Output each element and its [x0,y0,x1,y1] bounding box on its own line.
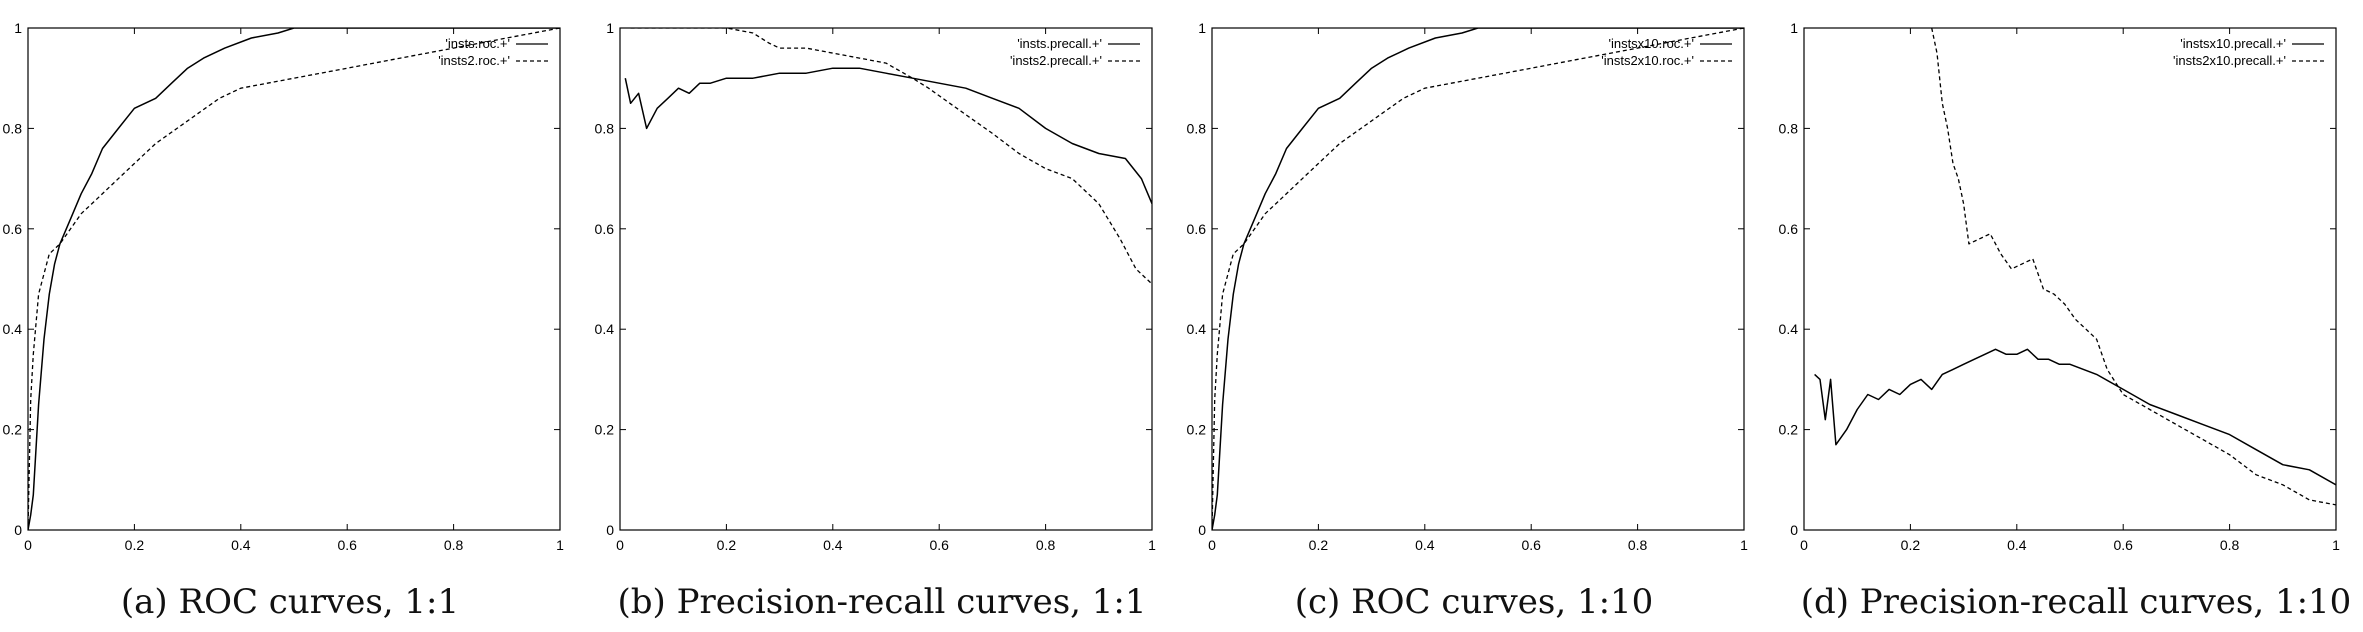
x-tick-label: 0.2 [1309,537,1329,553]
y-tick-label: 0.8 [1187,120,1207,136]
x-tick-label: 0 [616,537,624,553]
legend-label: 'insts.roc.+' [445,36,510,51]
plot-frame [1211,27,1745,531]
y-tick-label: 0.4 [1187,321,1207,337]
series-line-dashed [630,28,1152,285]
y-tick-label: 0.2 [595,422,615,438]
legend-label: 'insts2x10.precall.+' [2173,53,2286,68]
caption-c: (c) ROC curves, 1:10 [1294,582,1654,622]
y-tick-label: 1 [1198,20,1206,36]
y-tick-label: 0 [1198,522,1206,538]
y-tick-label: 0.8 [595,120,615,136]
x-tick-label: 0.4 [231,537,251,553]
x-tick-label: 1 [2332,537,2340,553]
legend-label: 'insts.precall.+' [1017,36,1102,51]
chart-panel-a-roc-1-1: 0 0.2 0.4 0.6 0.8 1 0 0.2 0.4 0.6 0.8 1 'insts.roc.+… [3,20,565,553]
legend-label: 'insts2x10.roc.+' [1601,53,1694,68]
y-tick-label: 0.6 [1187,221,1207,237]
legend-label: 'instsx10.roc.+' [1608,36,1694,51]
x-tick-label: 0 [24,537,32,553]
plot-frame [27,27,561,531]
plot-frame [619,27,1153,531]
y-tick-label: 0.8 [3,120,23,136]
series-line-dashed [28,28,560,530]
x-tick-label: 0.6 [1521,537,1541,553]
x-tick-label: 0.6 [2113,537,2133,553]
x-tick-label: 0.2 [717,537,737,553]
series-line-dashed [1212,28,1744,530]
x-tick-label: 0 [1208,537,1216,553]
x-tick-label: 0.8 [1628,537,1648,553]
caption-b: (b) Precision-recall curves, 1:1 [617,582,1147,622]
x-tick-label: 0.6 [337,537,357,553]
y-tick-label: 1 [14,20,22,36]
x-tick-label: 1 [1740,537,1748,553]
x-tick-label: 0.6 [929,537,949,553]
x-tick-label: 0.4 [2007,537,2027,553]
caption-a: (a) ROC curves, 1:1 [120,582,460,622]
y-tick-label: 0.4 [595,321,615,337]
y-tick-label: 0 [606,522,614,538]
x-tick-label: 0 [1800,537,1808,553]
series-line-dashed [1931,28,2336,506]
x-tick-label: 0.2 [125,537,145,553]
caption-d: (d) Precision-recall curves, 1:10 [1800,582,2352,622]
x-tick-label: 1 [1148,537,1156,553]
x-tick-label: 1 [556,537,564,553]
chart-panel-d-precall-1-10: 0 0.2 0.4 0.6 0.8 1 0 0.2 0.4 0.6 0.8 1 'instsx10.pr… [1779,20,2341,553]
x-tick-label: 0.8 [444,537,464,553]
y-tick-label: 1 [1790,20,1798,36]
y-tick-label: 0 [14,522,22,538]
y-tick-label: 0.2 [1187,422,1207,438]
legend-label: 'insts2.precall.+' [1010,53,1102,68]
legend-label: 'instsx10.precall.+' [2180,36,2286,51]
x-tick-label: 0.4 [1415,537,1435,553]
x-tick-label: 0.8 [1036,537,1056,553]
x-tick-label: 0.2 [1901,537,1921,553]
x-tick-label: 0.8 [2220,537,2240,553]
y-tick-label: 0.2 [3,422,23,438]
y-tick-label: 0 [1790,522,1798,538]
x-tick-label: 0.4 [823,537,843,553]
y-tick-label: 0.8 [1779,120,1799,136]
series-line-solid [1814,348,2336,486]
y-tick-label: 0.4 [1779,321,1799,337]
y-tick-label: 0.2 [1779,422,1799,438]
plot-frame [1803,27,2337,531]
y-tick-label: 0.6 [3,221,23,237]
legend-label: 'insts2.roc.+' [438,53,510,68]
y-tick-label: 0.6 [1779,221,1799,237]
series-line-solid [624,67,1152,204]
y-tick-label: 1 [606,20,614,36]
y-tick-label: 0.6 [595,221,615,237]
chart-panel-c-roc-1-10: 0 0.2 0.4 0.6 0.8 1 0 0.2 0.4 0.6 0.8 1 'instsx10.ro… [1187,20,1749,553]
series-line-solid [1212,28,1744,530]
chart-panel-b-precall-1-1: 0 0.2 0.4 0.6 0.8 1 0 0.2 0.4 0.6 0.8 1 'insts.preca… [595,20,1157,553]
series-line-solid [28,28,560,530]
y-tick-label: 0.4 [3,321,23,337]
